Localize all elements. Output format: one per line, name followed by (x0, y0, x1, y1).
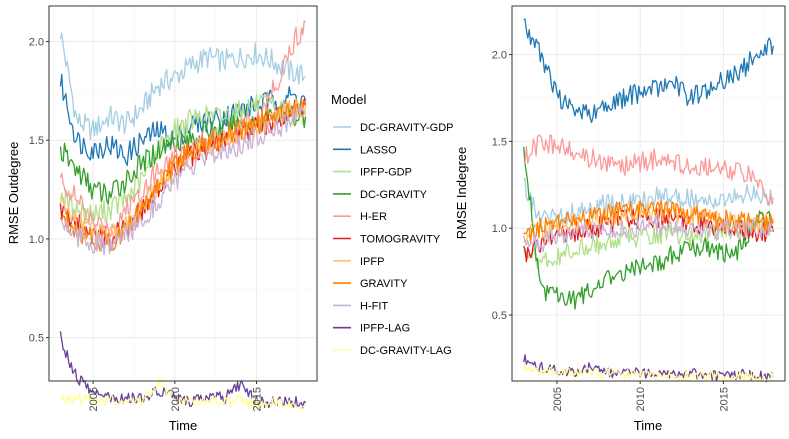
series-line-dc-gravity (523, 146, 774, 310)
series-line-ipfp-lag (59, 331, 307, 409)
x-tick-label: 2005 (88, 387, 100, 411)
left-x-axis-title: Time (169, 418, 197, 433)
legend-item: TOMOGRAVITY (333, 234, 441, 246)
right-x-axis-title: Time (634, 418, 662, 433)
legend-item: DC-GRAVITY-LAG (333, 345, 452, 357)
series-line-dc-gravity-lag (59, 378, 306, 410)
right-y-axis-title: RMSE Indegree (454, 147, 469, 240)
series-line-ipfp-lag (523, 354, 774, 383)
legend-item: H-ER (333, 211, 387, 223)
y-tick-label: 2.0 (492, 50, 507, 62)
right-panel: 0.5 1.0 1.5 2.0 2005 2010 2015 Time RMSE Inde… (454, 5, 786, 433)
legend-label: IPFP (360, 256, 384, 268)
legend-item: IPFP-LAG (333, 323, 410, 335)
y-tick-label: 2.0 (29, 37, 44, 49)
series-line-h-fit (523, 214, 774, 253)
legend-label: DC-GRAVITY (360, 189, 428, 201)
y-tick-label: 0.5 (29, 333, 44, 345)
legend-item: IPFP (333, 256, 384, 268)
y-tick-label: 1.0 (492, 223, 507, 235)
x-tick-label: 2010 (635, 387, 647, 411)
y-tick-label: 0.5 (492, 310, 507, 322)
left-series-group (59, 20, 307, 410)
legend-label: DC-GRAVITY-GDP (360, 122, 454, 134)
legend-items: DC-GRAVITY-GDP LASSO IPFP-GDP DC-GRAVITY H-E… (333, 122, 454, 357)
legend-label: H-ER (360, 211, 387, 223)
legend-label: IPFP-LAG (360, 323, 410, 335)
legend-item: LASSO (333, 144, 397, 156)
series-line-lasso (59, 73, 307, 167)
legend-label: GRAVITY (360, 278, 408, 290)
left-x-ticks: 2005 2010 2015 (88, 381, 264, 411)
series-line-h-fit (59, 104, 306, 256)
x-tick-label: 2015 (718, 387, 730, 411)
legend-item: DC-GRAVITY-GDP (333, 122, 454, 134)
x-tick-label: 2005 (552, 387, 564, 411)
y-tick-label: 1.5 (492, 136, 507, 148)
series-line-h-er (523, 134, 774, 206)
legend-title: Model (331, 92, 367, 107)
y-tick-label: 1.0 (29, 234, 44, 246)
legend-item: IPFP-GDP (333, 167, 412, 179)
legend-item: H-FIT (333, 300, 388, 312)
left-y-axis-title: RMSE Outdegree (6, 142, 21, 245)
right-y-ticks: 0.5 1.0 1.5 2.0 (492, 50, 512, 322)
series-line-dc-gravity-gdp (59, 32, 306, 141)
legend-label: H-FIT (360, 300, 388, 312)
right-series-group (523, 18, 774, 383)
x-tick-label: 2010 (170, 387, 182, 411)
right-x-ticks: 2005 2010 2015 (552, 381, 730, 411)
series-line-dc-gravity-lag (523, 361, 774, 383)
legend-label: TOMOGRAVITY (360, 234, 441, 246)
left-panel-border (48, 5, 318, 382)
series-line-ipfp-gdp (523, 217, 774, 270)
right-panel-border (511, 5, 786, 382)
series-line-gravity (523, 199, 774, 243)
legend: Model DC-GRAVITY-GDPLASSOIPFP-GDPDC-GRAV… (331, 92, 454, 357)
series-line-dc-gravity-gdp (523, 177, 774, 230)
left-y-ticks: 0.5 1.0 1.5 2.0 (29, 37, 49, 345)
legend-label: IPFP-GDP (360, 167, 412, 179)
left-panel: 0.5 1.0 1.5 2.0 2005 2010 2015 Time RMSE Outd… (6, 5, 318, 433)
x-tick-label: 2015 (252, 387, 264, 411)
series-line-lasso (523, 18, 774, 124)
series-line-ipfp-gdp (59, 93, 307, 225)
legend-item: GRAVITY (333, 278, 408, 290)
series-line-h-er (59, 20, 306, 239)
y-tick-label: 1.5 (29, 135, 44, 147)
left-grid (49, 6, 317, 381)
legend-label: LASSO (360, 144, 397, 156)
legend-item: DC-GRAVITY (333, 189, 428, 201)
legend-label: DC-GRAVITY-LAG (360, 345, 452, 357)
